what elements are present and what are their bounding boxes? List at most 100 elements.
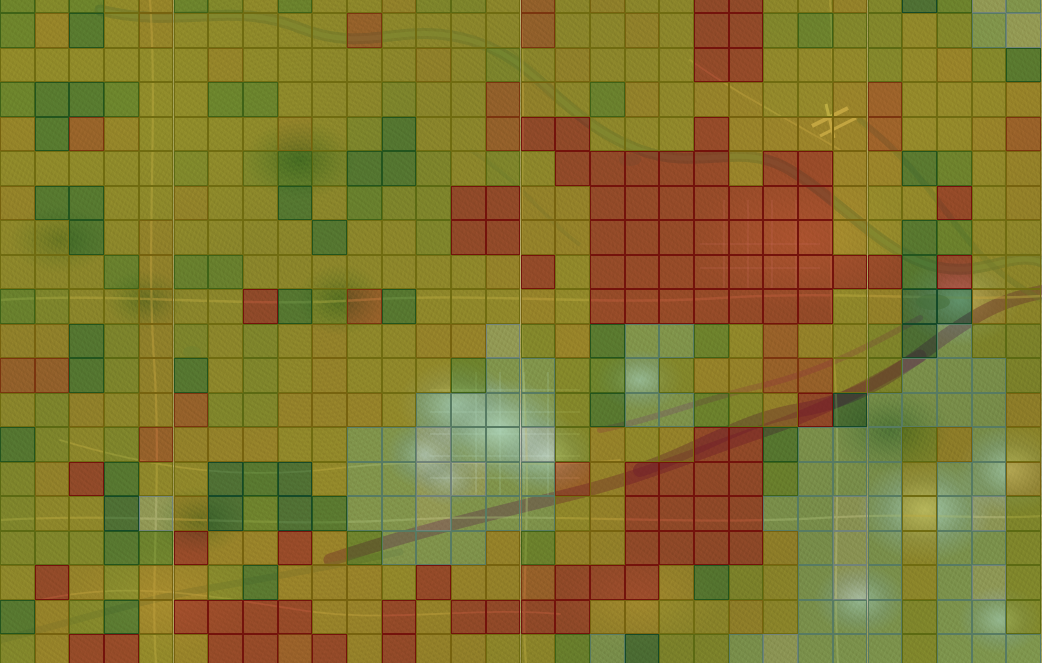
grid-cell[interactable] <box>242 13 278 48</box>
grid-cell[interactable] <box>763 565 799 600</box>
grid-cell[interactable] <box>0 82 35 117</box>
grid-cell[interactable] <box>347 254 382 289</box>
grid-cell[interactable] <box>173 496 209 531</box>
grid-cell[interactable] <box>832 427 868 462</box>
grid-cell[interactable] <box>138 358 174 393</box>
grid-cell[interactable] <box>173 530 209 565</box>
grid-cell[interactable] <box>69 358 105 393</box>
grid-cell[interactable] <box>242 565 278 600</box>
grid-cell[interactable] <box>416 634 452 663</box>
grid-cell[interactable] <box>0 599 35 634</box>
grid-cell[interactable] <box>104 323 139 358</box>
grid-cell[interactable] <box>520 427 556 462</box>
grid-cell[interactable] <box>555 358 590 393</box>
grid-cell[interactable] <box>589 151 625 186</box>
grid-cell[interactable] <box>728 254 764 289</box>
grid-cell[interactable] <box>902 323 937 358</box>
grid-cell[interactable] <box>381 358 417 393</box>
grid-cell[interactable] <box>763 392 799 427</box>
grid-cell[interactable] <box>867 634 903 663</box>
grid-cell[interactable] <box>555 392 590 427</box>
grid-cell[interactable] <box>173 185 209 220</box>
grid-cell[interactable] <box>416 496 452 531</box>
grid-cell[interactable] <box>312 220 347 255</box>
grid-cell[interactable] <box>242 289 278 324</box>
grid-cell[interactable] <box>208 565 243 600</box>
grid-cell[interactable] <box>520 47 556 82</box>
grid-cell[interactable] <box>936 185 972 220</box>
grid-cell[interactable] <box>624 323 660 358</box>
grid-cell[interactable] <box>451 0 486 13</box>
grid-cell[interactable] <box>69 461 105 496</box>
grid-cell[interactable] <box>242 185 278 220</box>
grid-cell[interactable] <box>659 634 694 663</box>
grid-cell[interactable] <box>208 599 243 634</box>
grid-cell[interactable] <box>624 565 660 600</box>
grid-cell[interactable] <box>832 116 868 151</box>
grid-cell[interactable] <box>694 565 729 600</box>
grid-cell[interactable] <box>242 47 278 82</box>
grid-cell[interactable] <box>520 82 556 117</box>
grid-cell[interactable] <box>867 185 903 220</box>
grid-cell[interactable] <box>451 254 486 289</box>
grid-cell[interactable] <box>832 220 868 255</box>
grid-cell[interactable] <box>1006 323 1041 358</box>
grid-cell[interactable] <box>242 530 278 565</box>
grid-cell[interactable] <box>902 220 937 255</box>
grid-cell[interactable] <box>69 0 105 13</box>
grid-cell[interactable] <box>832 82 868 117</box>
grid-cell[interactable] <box>867 151 903 186</box>
grid-cell[interactable] <box>208 13 243 48</box>
grid-cell[interactable] <box>451 13 486 48</box>
grid-cell[interactable] <box>659 220 694 255</box>
grid-cell[interactable] <box>902 289 937 324</box>
grid-cell[interactable] <box>277 530 313 565</box>
grid-cell[interactable] <box>208 358 243 393</box>
grid-cell[interactable] <box>347 0 382 13</box>
grid-cell[interactable] <box>624 496 660 531</box>
grid-cell[interactable] <box>971 151 1007 186</box>
grid-cell[interactable] <box>971 565 1007 600</box>
grid-cell[interactable] <box>277 47 313 82</box>
grid-cell[interactable] <box>312 185 347 220</box>
grid-cell[interactable] <box>624 220 660 255</box>
grid-cell[interactable] <box>763 530 799 565</box>
grid-cell[interactable] <box>138 220 174 255</box>
grid-cell[interactable] <box>312 427 347 462</box>
grid-cell[interactable] <box>104 461 139 496</box>
grid-cell[interactable] <box>277 82 313 117</box>
grid-cell[interactable] <box>589 634 625 663</box>
grid-cell[interactable] <box>936 461 972 496</box>
grid-cell[interactable] <box>867 496 903 531</box>
grid-cell[interactable] <box>485 254 521 289</box>
grid-cell[interactable] <box>520 220 556 255</box>
grid-cell[interactable] <box>451 599 486 634</box>
grid-cell[interactable] <box>347 427 382 462</box>
grid-cell[interactable] <box>485 530 521 565</box>
grid-cell[interactable] <box>381 392 417 427</box>
grid-cell[interactable] <box>416 47 452 82</box>
grid-cell[interactable] <box>138 496 174 531</box>
grid-cell[interactable] <box>694 289 729 324</box>
grid-cell[interactable] <box>694 151 729 186</box>
grid-cell[interactable] <box>971 185 1007 220</box>
grid-cell[interactable] <box>69 565 105 600</box>
grid-cell[interactable] <box>832 323 868 358</box>
grid-cell[interactable] <box>104 599 139 634</box>
grid-cell[interactable] <box>1006 392 1041 427</box>
grid-cell[interactable] <box>138 289 174 324</box>
grid-cell[interactable] <box>798 358 833 393</box>
grid-cell[interactable] <box>451 47 486 82</box>
grid-cell[interactable] <box>971 289 1007 324</box>
grid-cell[interactable] <box>589 289 625 324</box>
grid-cell[interactable] <box>485 289 521 324</box>
grid-cell[interactable] <box>867 116 903 151</box>
grid-cell[interactable] <box>659 530 694 565</box>
grid-cell[interactable] <box>902 151 937 186</box>
grid-cell[interactable] <box>416 289 452 324</box>
grid-cell[interactable] <box>520 323 556 358</box>
grid-cell[interactable] <box>312 151 347 186</box>
grid-cell[interactable] <box>208 82 243 117</box>
grid-cell[interactable] <box>34 13 70 48</box>
grid-cell[interactable] <box>520 392 556 427</box>
